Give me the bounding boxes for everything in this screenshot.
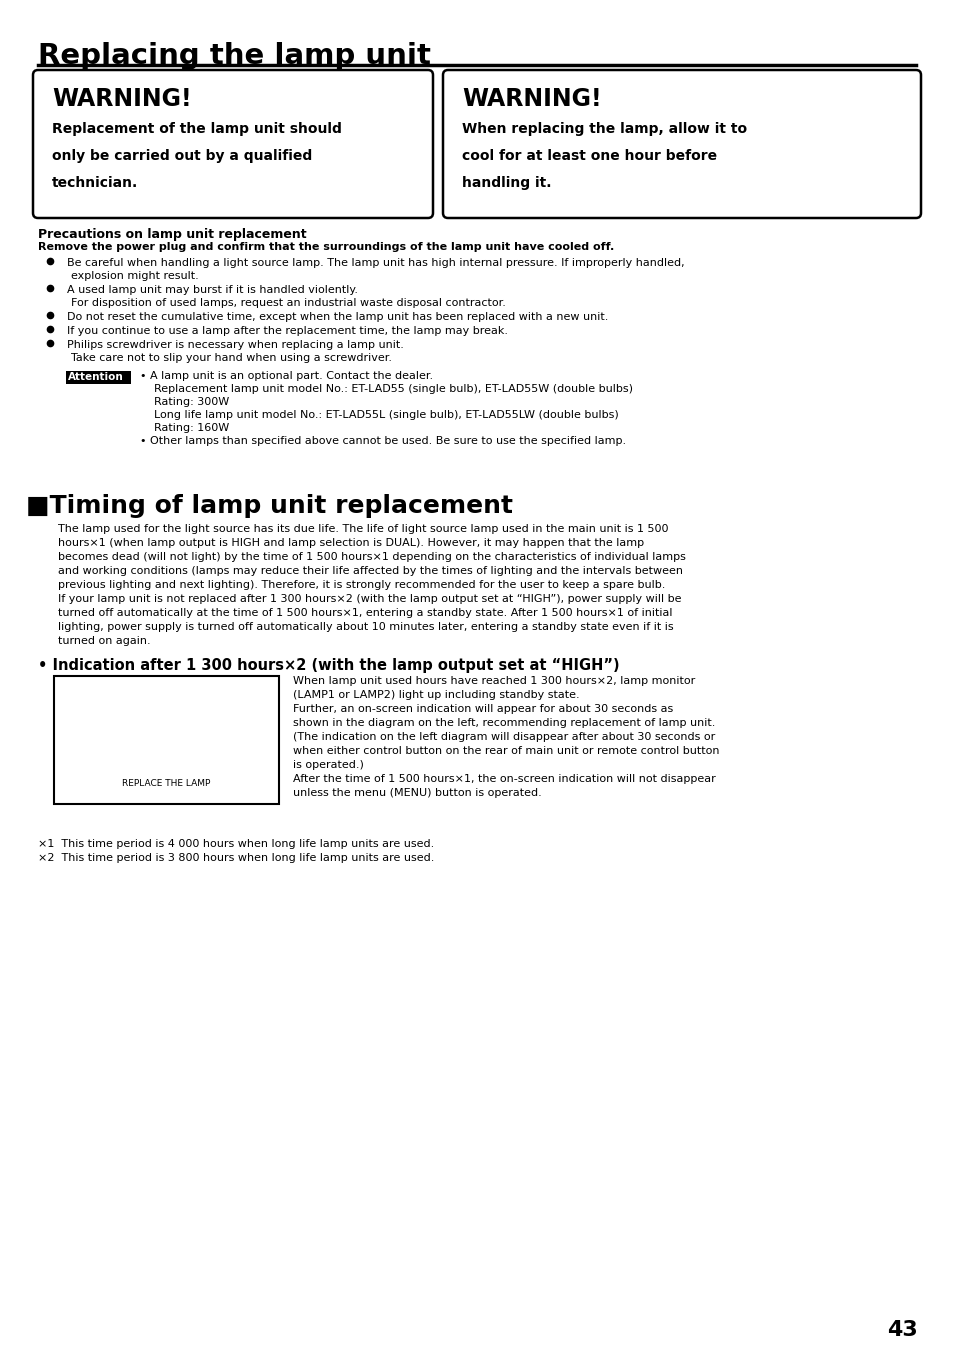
- Text: Do not reset the cumulative time, except when the lamp unit has been replaced wi: Do not reset the cumulative time, except…: [67, 312, 608, 322]
- Text: ×2  This time period is 3 800 hours when long life lamp units are used.: ×2 This time period is 3 800 hours when …: [38, 853, 434, 863]
- Text: cool for at least one hour before: cool for at least one hour before: [461, 148, 717, 163]
- Text: Replacement lamp unit model No.: ET-LAD55 (single bulb), ET-LAD55W (double bulbs: Replacement lamp unit model No.: ET-LAD5…: [153, 384, 633, 394]
- Text: only be carried out by a qualified: only be carried out by a qualified: [52, 148, 312, 163]
- Text: explosion might result.: explosion might result.: [71, 271, 198, 281]
- Text: hours×1 (when lamp output is HIGH and lamp selection is DUAL). However, it may h: hours×1 (when lamp output is HIGH and la…: [58, 538, 643, 548]
- Text: Replacing the lamp unit: Replacing the lamp unit: [38, 42, 431, 70]
- Text: • A lamp unit is an optional part. Contact the dealer.: • A lamp unit is an optional part. Conta…: [140, 371, 433, 380]
- Text: WARNING!: WARNING!: [52, 86, 192, 111]
- Text: ×1  This time period is 4 000 hours when long life lamp units are used.: ×1 This time period is 4 000 hours when …: [38, 839, 434, 849]
- Text: Attention: Attention: [68, 372, 124, 382]
- Bar: [66, 371, 131, 384]
- Text: (LAMP1 or LAMP2) light up including standby state.: (LAMP1 or LAMP2) light up including stan…: [293, 689, 579, 700]
- Text: If your lamp unit is not replaced after 1 300 hours×2 (with the lamp output set : If your lamp unit is not replaced after …: [58, 594, 680, 604]
- Text: For disposition of used lamps, request an industrial waste disposal contractor.: For disposition of used lamps, request a…: [71, 298, 505, 308]
- Text: Remove the power plug and confirm that the surroundings of the lamp unit have co: Remove the power plug and confirm that t…: [38, 241, 614, 252]
- Bar: [54, 676, 278, 804]
- Text: Further, an on-screen indication will appear for about 30 seconds as: Further, an on-screen indication will ap…: [293, 704, 673, 714]
- Text: and working conditions (lamps may reduce their life affected by the times of lig: and working conditions (lamps may reduce…: [58, 567, 682, 576]
- Text: becomes dead (will not light) by the time of 1 500 hours×1 depending on the char: becomes dead (will not light) by the tim…: [58, 552, 685, 563]
- Text: technician.: technician.: [52, 175, 138, 190]
- Text: previous lighting and next lighting). Therefore, it is strongly recommended for : previous lighting and next lighting). Th…: [58, 580, 664, 590]
- Text: After the time of 1 500 hours×1, the on-screen indication will not disappear: After the time of 1 500 hours×1, the on-…: [293, 774, 715, 784]
- Text: • Other lamps than specified above cannot be used. Be sure to use the specified : • Other lamps than specified above canno…: [140, 436, 625, 447]
- Text: lighting, power supply is turned off automatically about 10 minutes later, enter: lighting, power supply is turned off aut…: [58, 622, 673, 631]
- Text: handling it.: handling it.: [461, 175, 551, 190]
- Text: When replacing the lamp, allow it to: When replacing the lamp, allow it to: [461, 121, 746, 136]
- Text: Rating: 300W: Rating: 300W: [153, 397, 229, 407]
- FancyBboxPatch shape: [442, 70, 920, 219]
- Text: Precautions on lamp unit replacement: Precautions on lamp unit replacement: [38, 228, 306, 241]
- Text: unless the menu (MENU) button is operated.: unless the menu (MENU) button is operate…: [293, 788, 541, 799]
- Text: Be careful when handling a light source lamp. The lamp unit has high internal pr: Be careful when handling a light source …: [67, 258, 684, 268]
- Text: A used lamp unit may burst if it is handled violently.: A used lamp unit may burst if it is hand…: [67, 285, 357, 295]
- Text: • Indication after 1 300 hours×2 (with the lamp output set at “HIGH”): • Indication after 1 300 hours×2 (with t…: [38, 658, 619, 673]
- Text: Rating: 160W: Rating: 160W: [153, 424, 229, 433]
- Text: shown in the diagram on the left, recommending replacement of lamp unit.: shown in the diagram on the left, recomm…: [293, 718, 715, 728]
- Text: If you continue to use a lamp after the replacement time, the lamp may break.: If you continue to use a lamp after the …: [67, 326, 507, 336]
- Text: WARNING!: WARNING!: [461, 86, 601, 111]
- Text: turned on again.: turned on again.: [58, 635, 151, 646]
- FancyBboxPatch shape: [33, 70, 433, 219]
- Text: Replacement of the lamp unit should: Replacement of the lamp unit should: [52, 121, 341, 136]
- Text: turned off automatically at the time of 1 500 hours×1, entering a standby state.: turned off automatically at the time of …: [58, 608, 672, 618]
- Text: ■Timing of lamp unit replacement: ■Timing of lamp unit replacement: [26, 494, 513, 518]
- Text: Philips screwdriver is necessary when replacing a lamp unit.: Philips screwdriver is necessary when re…: [67, 340, 403, 349]
- Text: The lamp used for the light source has its due life. The life of light source la: The lamp used for the light source has i…: [58, 523, 668, 534]
- Text: Long life lamp unit model No.: ET-LAD55L (single bulb), ET-LAD55LW (double bulbs: Long life lamp unit model No.: ET-LAD55L…: [153, 410, 618, 420]
- Text: Take care not to slip your hand when using a screwdriver.: Take care not to slip your hand when usi…: [71, 353, 392, 363]
- Text: When lamp unit used hours have reached 1 300 hours×2, lamp monitor: When lamp unit used hours have reached 1…: [293, 676, 695, 687]
- Text: when either control button on the rear of main unit or remote control button: when either control button on the rear o…: [293, 746, 719, 755]
- Text: REPLACE THE LAMP: REPLACE THE LAMP: [122, 778, 211, 788]
- Text: 43: 43: [886, 1321, 917, 1340]
- Text: (The indication on the left diagram will disappear after about 30 seconds or: (The indication on the left diagram will…: [293, 733, 715, 742]
- Text: is operated.): is operated.): [293, 759, 363, 770]
